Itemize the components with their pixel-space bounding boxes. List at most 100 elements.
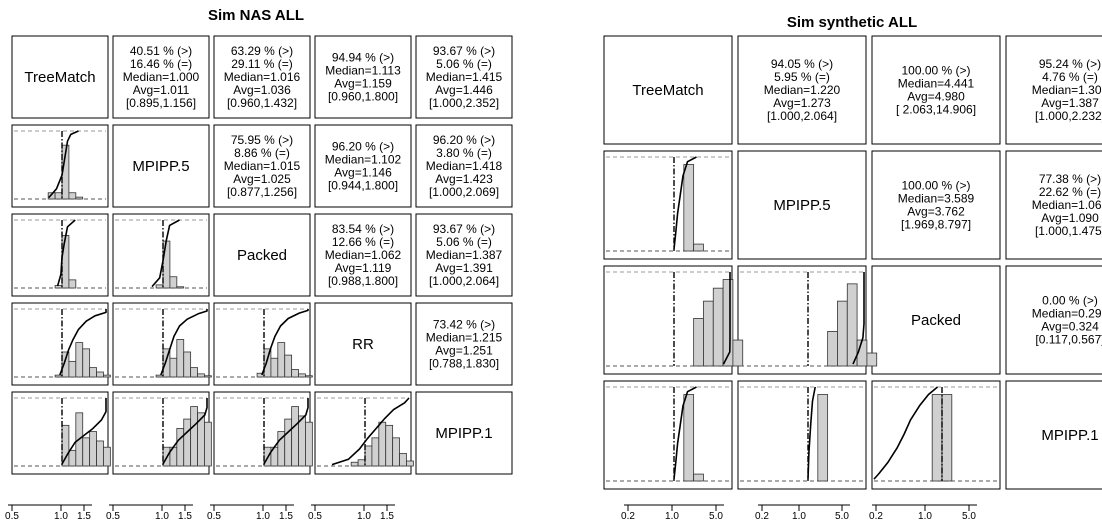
matrix-cell (603, 35, 733, 145)
cdf-curve (331, 397, 410, 466)
stat-line: 40.51 % (>) (130, 44, 192, 58)
x-tick-label: 1.0 (357, 511, 371, 521)
histogram-bar (162, 240, 171, 289)
stat-line: Median=1.113 (325, 64, 401, 78)
stat-line: [1.000,2.069] (429, 185, 499, 199)
histogram-bar (732, 339, 744, 367)
histogram-bar (176, 286, 185, 289)
stat-line: [1.000,2.064] (429, 274, 499, 288)
x-tick-label: 1.5 (279, 511, 293, 521)
stat-line: 0.00 % (>) (1042, 294, 1098, 308)
matrix-cell (314, 213, 412, 297)
stat-line: Median=1.015 (224, 159, 301, 173)
histogram-bar (846, 283, 858, 367)
x-tick-label: 0.2 (755, 511, 769, 521)
histogram-bar (722, 279, 734, 367)
stat-line: 12.66 % (=) (332, 235, 394, 249)
matrix-cell (603, 150, 733, 260)
histogram-bar (298, 415, 306, 467)
histogram-bar (190, 367, 198, 378)
stat-line: Median=1.062 (325, 248, 402, 262)
histogram-bar (364, 445, 373, 467)
histogram-bar (183, 418, 192, 467)
matrix-cell (415, 391, 513, 475)
cdf-curve (162, 398, 208, 465)
stat-line: [0.877,1.256] (227, 185, 297, 199)
histogram-bar (54, 285, 63, 289)
diagonal-label: MPIPP.1 (435, 425, 492, 442)
diagonal-label: MPIPP.1 (1041, 427, 1098, 444)
histogram-bar (204, 375, 212, 378)
stat-line: Avg=0.324 (1041, 320, 1099, 334)
stat-line: [0.788,1.830] (429, 357, 499, 371)
histogram-bar (89, 431, 97, 467)
cdf-curve (261, 309, 309, 376)
stat-line: 93.67 % (>) (433, 222, 495, 236)
x-tick-label: 0.5 (207, 511, 221, 521)
histogram-bar (176, 339, 185, 378)
stat-line: [0.960,1.800] (328, 90, 398, 104)
stat-line: 63.29 % (>) (231, 44, 293, 58)
stat-line: 100.00 % (>) (901, 179, 970, 193)
panel-sim-synthetic: Sim synthetic ALL TreeMatch MPIPP.5 Packed… (603, 14, 1102, 521)
cdf-curve (673, 386, 697, 480)
stat-line: [1.000,2.232] (1035, 109, 1102, 123)
stat-line: 8.86 % (=) (234, 146, 290, 160)
x-tick-label: 1.0 (54, 511, 68, 521)
stat-line: [0.988,1.800] (328, 274, 398, 288)
histogram-bar (291, 406, 299, 467)
stat-line: 94.05 % (>) (771, 57, 833, 71)
stat-line: Avg=1.423 (435, 172, 493, 186)
histogram-bar (693, 243, 704, 252)
histogram-bar (68, 449, 77, 467)
x-tick-label: 1.5 (380, 511, 394, 521)
matrix-cell (314, 302, 412, 386)
histogram-bar (82, 348, 91, 378)
stat-line: 83.54 % (>) (332, 222, 394, 236)
histogram-bar (305, 375, 313, 378)
cdf-curve (263, 398, 309, 465)
cdf-curve (59, 309, 107, 376)
stat-line: Median=1.415 (426, 70, 503, 84)
matrix-cell (11, 35, 109, 119)
histogram-bar (837, 300, 848, 367)
histogram-bar (817, 394, 829, 482)
histogram-bar (385, 424, 394, 467)
histogram-bar (61, 424, 70, 467)
matrix-cell (415, 213, 513, 297)
diagonal-label: TreeMatch (632, 82, 703, 99)
cdf-curve (722, 272, 731, 365)
stat-line: Avg=4.980 (907, 90, 965, 104)
stat-line: [1.969,8.797] (901, 218, 971, 232)
stat-line: Median=4.441 (898, 77, 975, 91)
histogram-bar (693, 473, 704, 482)
x-tick-label: 5.0 (709, 511, 723, 521)
stat-line: 5.06 % (=) (436, 57, 492, 71)
histogram-bar (68, 192, 77, 200)
stat-line: Avg=1.011 (133, 83, 190, 97)
stat-line: Median=1.387 (426, 248, 503, 262)
stat-line: [1.000,2.064] (767, 109, 837, 123)
x-tick-label: 1.0 (918, 511, 932, 521)
matrix-cell (415, 124, 513, 208)
histogram-bar (103, 446, 111, 467)
stat-line: 75.95 % (>) (231, 133, 293, 147)
stat-line: 4.76 % (=) (1042, 70, 1098, 84)
stat-line: Avg=1.251 (435, 344, 493, 358)
stat-line: Avg=1.159 (334, 77, 392, 91)
histogram-bar (204, 421, 212, 467)
stat-line: 29.11 % (=) (231, 57, 292, 71)
stat-line: 96.20 % (>) (433, 133, 495, 147)
stat-line: Median=1.067 (1032, 198, 1102, 212)
histogram-bar (96, 371, 104, 378)
matrix-cell (737, 150, 867, 260)
stat-line: Avg=1.025 (233, 172, 291, 186)
histogram-bar (683, 394, 695, 482)
histogram-bar (270, 357, 279, 378)
histogram-bar (284, 354, 293, 378)
stat-line: [0.117,0.567] (1035, 333, 1102, 347)
matrix-cell (11, 213, 109, 297)
stat-line: 5.95 % (=) (774, 70, 830, 84)
x-tick-label: 5.0 (962, 511, 976, 521)
